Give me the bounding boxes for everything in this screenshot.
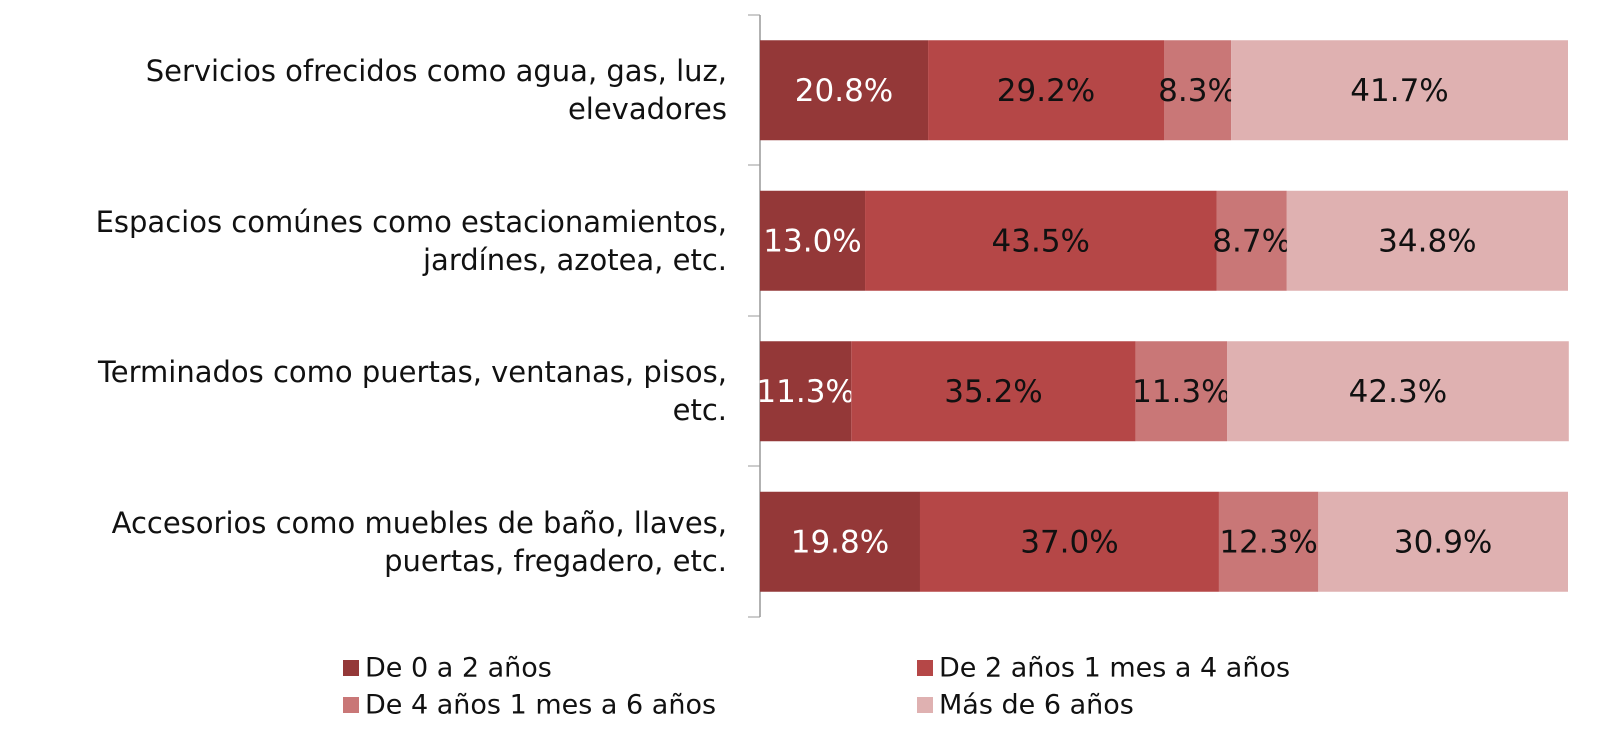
- legend-swatch: [343, 697, 359, 713]
- data-label: 12.3%: [1219, 524, 1317, 560]
- bar-segment: [851, 341, 1136, 442]
- legend-swatch: [917, 697, 933, 713]
- data-label: 30.9%: [1394, 524, 1492, 560]
- bar-segment: [1218, 491, 1319, 592]
- bar-segment: [865, 190, 1217, 291]
- data-label: 43.5%: [992, 223, 1090, 259]
- legend-swatch: [917, 660, 933, 676]
- bar-segment: [919, 491, 1219, 592]
- bar-segment: [1216, 190, 1287, 291]
- legend-label: Más de 6 años: [939, 690, 1134, 721]
- data-label: 8.3%: [1158, 73, 1237, 109]
- bar-segment: [760, 491, 920, 592]
- bar-segment: [928, 40, 1164, 141]
- data-label: 42.3%: [1349, 374, 1447, 410]
- bar-segment: [1164, 40, 1232, 141]
- data-label: 13.0%: [763, 223, 861, 259]
- data-label: 41.7%: [1350, 73, 1448, 109]
- legend-label: De 4 años 1 mes a 6 años: [365, 690, 716, 721]
- bar-segment: [1227, 341, 1569, 442]
- data-label: 19.8%: [791, 524, 889, 560]
- bar-segment: [1231, 40, 1568, 141]
- data-label: 34.8%: [1378, 223, 1476, 259]
- bar-segment: [760, 40, 929, 141]
- data-label: 20.8%: [795, 73, 893, 109]
- bar-segment: [760, 341, 852, 442]
- legend-label: De 2 años 1 mes a 4 años: [939, 653, 1290, 684]
- legend-swatch: [343, 660, 359, 676]
- data-label: 29.2%: [997, 73, 1095, 109]
- bar-segment: [1286, 190, 1568, 291]
- legend-label: De 0 a 2 años: [365, 653, 552, 684]
- category-label: Servicios ofrecidos como agua, gas, luz,…: [145, 54, 727, 127]
- bar-segment: [760, 190, 866, 291]
- bar-segment: [1318, 491, 1568, 592]
- data-label: 11.3%: [1132, 374, 1230, 410]
- data-label: 8.7%: [1212, 223, 1291, 259]
- category-label: Accesorios como muebles de baño, llaves,…: [111, 505, 727, 578]
- bar-segment: [1135, 341, 1228, 442]
- data-label: 35.2%: [944, 374, 1042, 410]
- data-label: 37.0%: [1020, 524, 1118, 560]
- category-label: Terminados como puertas, ventanas, pisos…: [98, 355, 727, 428]
- category-label: Espacios comúnes como estacionamientos, …: [95, 204, 727, 277]
- data-label: 11.3%: [756, 374, 854, 410]
